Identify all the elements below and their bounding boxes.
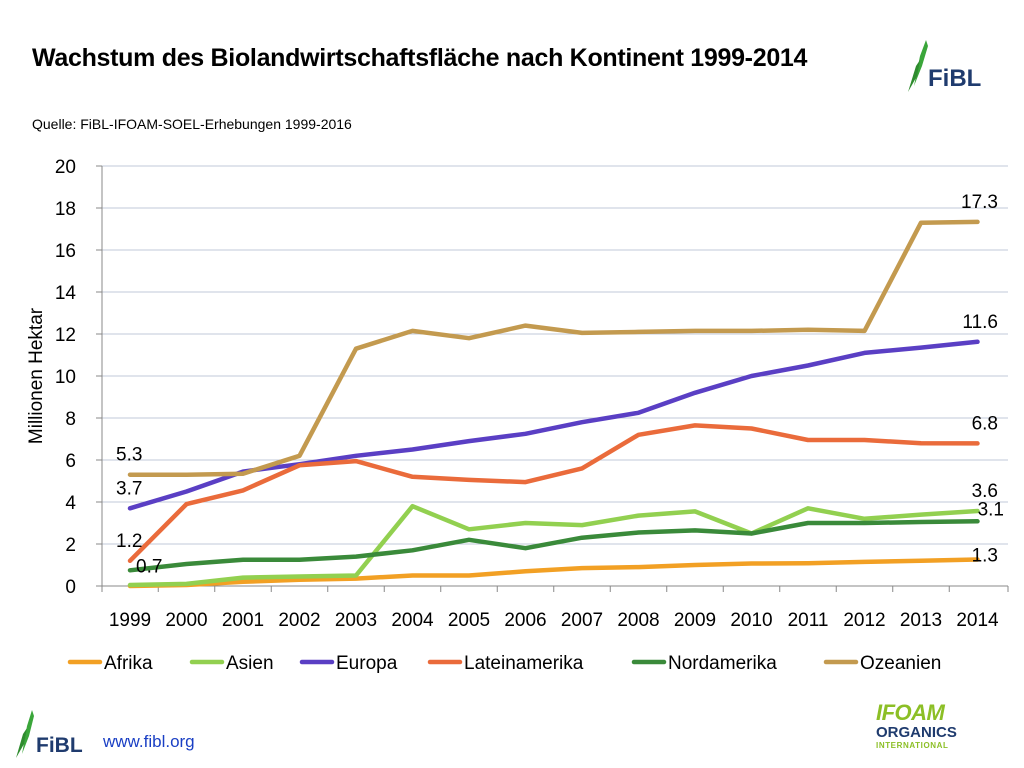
data-labels: 5.3 3.7 1.2 0.7 17.3 11.6 6.8 3.63.1 1.3 [116,192,1004,577]
x-tick-label: 2006 [504,610,546,631]
data-label-lateinamerika-0: 1.2 [116,531,142,552]
data-label-lateinamerika-15: 6.8 [972,413,998,434]
legend-label-ozeanien: Ozeanien [860,653,941,674]
chart-source: Quelle: FiBL-IFOAM-SOEL-Erhebungen 1999-… [32,116,352,132]
x-tick-label: 2002 [278,610,320,631]
y-tick-label: 8 [65,409,76,430]
axes: 0 2 4 6 8 10 12 14 16 18 20 1999 2000 2001 2002 2003 200… [55,157,1009,631]
legend-label-nordamerika: Nordamerika [668,653,777,674]
x-tick-label: 2000 [165,610,207,631]
series-line-europa [127,339,980,511]
data-label-europa-0: 3.7 [116,478,142,499]
grid-lines [102,165,1008,545]
ifoam-logo-line1: IFOAM [876,700,945,725]
x-tick-label: 2007 [561,610,603,631]
data-label-afrika-15: 1.3 [972,546,998,567]
x-tick-label: 2012 [843,610,885,631]
fibl-logo-bottom-text: FiBL [36,734,83,757]
data-label-asien-15: 3.6 [972,481,998,502]
series-line-lateinamerika [127,423,980,564]
x-tick-label: 2011 [788,610,829,631]
y-tick-label: 2 [65,535,76,556]
x-tick-label: 2004 [391,610,434,631]
fibl-logo-top: FiBL [908,40,981,92]
y-tick-label: 4 [65,493,76,514]
series-lines [127,219,980,589]
y-tick-label: 10 [55,367,76,388]
y-tick-label: 20 [55,157,76,178]
data-label-nordamerika-15: 3.1 [978,499,1004,520]
y-tick-label: 18 [55,199,76,220]
legend: Afrika Asien Europa Lateinamerika Nordamerik… [67,653,941,674]
x-tick-label: 1999 [109,610,151,631]
y-tick-label: 16 [55,241,76,262]
y-tick-label: 6 [65,451,76,472]
data-label-nordamerika-0: 0.7 [136,556,162,577]
fibl-logo-bottom: FiBL [16,710,83,758]
x-tick-label: 2014 [956,610,999,631]
y-tick-label: 12 [55,325,76,346]
legend-label-asien: Asien [226,653,274,674]
legend-label-lateinamerika: Lateinamerika [464,653,584,674]
series-line-asien [127,503,980,588]
x-tick-label: 2001 [222,610,264,631]
ifoam-logo-line2: ORGANICS [876,724,957,741]
fibl-url-link[interactable]: www.fibl.org [103,732,195,751]
x-tick-label: 2010 [730,610,772,631]
series-line-ozeanien [127,219,980,477]
legend-label-europa: Europa [336,653,398,674]
ifoam-logo: IFOAM ORGANICS INTERNATIONAL [876,700,968,754]
series-line-afrika [127,557,980,589]
x-tick-label: 2009 [674,610,716,631]
fibl-logo-top-text: FiBL [928,65,981,92]
x-tick-label: 2003 [335,610,377,631]
line-chart: 0 2 4 6 8 10 12 14 16 18 20 1999 2000 2001 2002 2003 200… [26,157,1009,674]
ifoam-logo-line3: INTERNATIONAL [876,741,949,750]
x-tick-label: 2005 [448,610,490,631]
chart-title: Wachstum des Biolandwirtschaftsfläche na… [32,44,808,72]
y-axis-label: Millionen Hektar [26,307,47,444]
legend-label-afrika: Afrika [104,653,153,674]
x-tick-label: 2008 [617,610,659,631]
data-label-europa-15: 11.6 [962,312,998,333]
series-line-nordamerika [127,519,980,573]
y-tick-label: 0 [65,577,76,598]
data-label-ozeanien-15: 17.3 [961,192,998,213]
x-tick-label: 2013 [900,610,942,631]
y-tick-label: 14 [55,283,77,304]
data-label-ozeanien-0: 5.3 [116,445,142,466]
